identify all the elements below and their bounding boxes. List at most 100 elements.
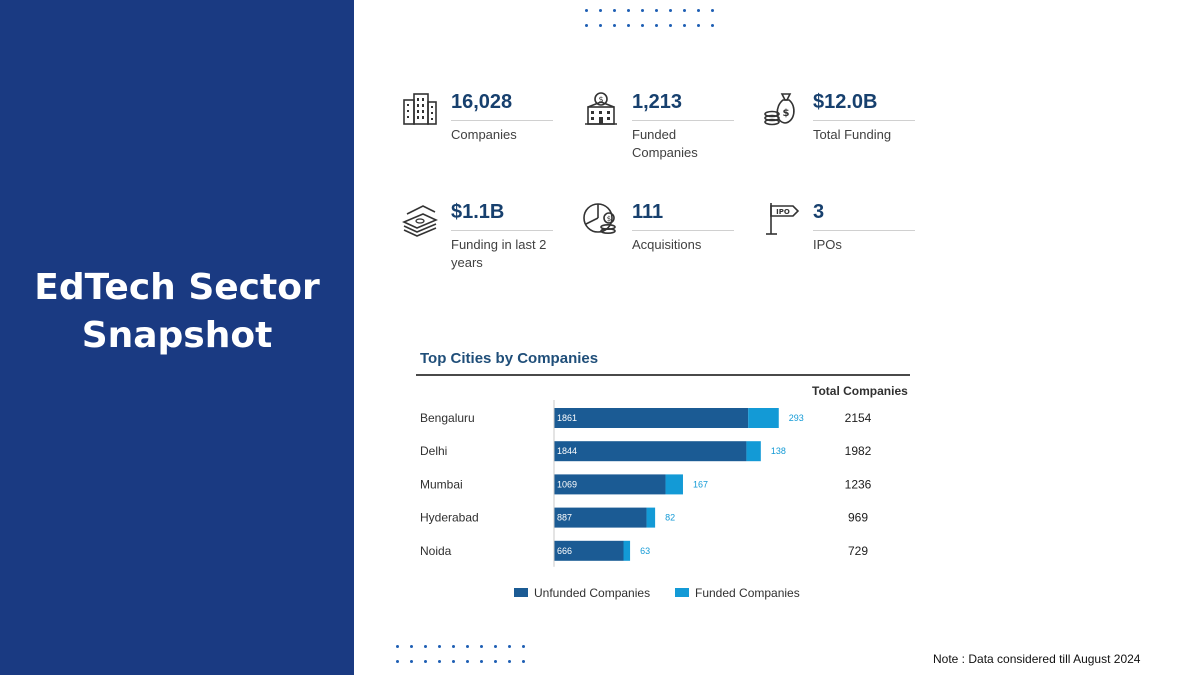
total-value: 2154 — [845, 411, 872, 425]
decorative-dot — [424, 645, 427, 648]
decorative-dot — [410, 645, 413, 648]
decorative-dot — [466, 660, 469, 663]
decorative-dot — [613, 9, 616, 12]
stat-divider — [632, 120, 734, 121]
data-label-funded: 167 — [693, 479, 708, 489]
stat-divider — [451, 230, 553, 231]
category-label: Hyderabad — [420, 511, 479, 525]
decorative-dot — [613, 24, 616, 27]
stat-label: Acquisitions — [632, 237, 702, 252]
data-label-funded: 293 — [789, 413, 804, 423]
decorative-dot — [641, 24, 644, 27]
total-value: 1982 — [845, 444, 872, 458]
data-label-unfunded: 1069 — [557, 479, 577, 489]
decorative-dot — [508, 645, 511, 648]
decorative-dot — [508, 660, 511, 663]
decorative-dot — [396, 660, 399, 663]
stat-value: $1.1B — [451, 201, 505, 223]
decorative-dot — [585, 24, 588, 27]
decorative-dot — [480, 660, 483, 663]
stat-label: Funded Companies — [632, 127, 698, 160]
page-title-line2: Snapshot — [81, 315, 273, 356]
data-label-unfunded: 1861 — [557, 413, 577, 423]
stat-value: 111 — [632, 201, 664, 223]
decorative-dot — [683, 24, 686, 27]
decorative-dot — [452, 660, 455, 663]
data-label-unfunded: 887 — [557, 513, 572, 523]
decorative-dot — [438, 660, 441, 663]
bar-funded — [623, 540, 631, 561]
title-panel: EdTech Sector Snapshot — [0, 0, 354, 675]
page-title: EdTech Sector Snapshot — [0, 264, 354, 360]
decorative-dot — [641, 9, 644, 12]
category-label: Noida — [420, 544, 452, 558]
decorative-dot — [424, 660, 427, 663]
stat-label: Companies — [451, 127, 517, 142]
decorative-dot — [655, 24, 658, 27]
decorative-dot — [480, 645, 483, 648]
decorative-dot — [452, 645, 455, 648]
decorative-dot — [627, 9, 630, 12]
bar-unfunded — [554, 408, 749, 428]
svg-text:$: $ — [598, 95, 603, 104]
data-label-unfunded: 1844 — [557, 446, 577, 456]
office-building-icon — [403, 93, 437, 125]
svg-text:$: $ — [607, 215, 611, 223]
category-label: Delhi — [420, 444, 447, 458]
page-title-line1: EdTech Sector — [34, 267, 320, 308]
decorative-dots-bottom — [396, 645, 525, 663]
decorative-dot — [585, 9, 588, 12]
legend-swatch-funded — [675, 588, 689, 597]
decorative-dot — [697, 9, 700, 12]
data-label-unfunded: 666 — [557, 546, 572, 556]
stat-value: $12.0B — [813, 91, 878, 113]
decorative-dots-top — [585, 9, 714, 27]
cash-stack-icon — [402, 205, 438, 237]
decorative-dot — [669, 9, 672, 12]
svg-text:IPO: IPO — [776, 208, 790, 216]
decorative-dot — [410, 660, 413, 663]
bar-chart-svg: Bengaluru 1861 293 2154 Delhi 1844 138 1982 Mumb… — [420, 400, 872, 600]
acquisition-pie-icon: $ — [583, 203, 616, 234]
decorative-dot — [669, 24, 672, 27]
bar-unfunded — [554, 441, 747, 462]
decorative-dot — [466, 645, 469, 648]
stat-label: IPOs — [813, 237, 842, 252]
category-label: Bengaluru — [420, 411, 475, 425]
chart-title: Top Cities by Companies — [420, 350, 599, 367]
bar-funded — [748, 408, 779, 428]
stat-divider — [632, 230, 734, 231]
decorative-dot — [396, 645, 399, 648]
bar-funded — [746, 441, 761, 462]
total-companies-header: Total Companies — [812, 384, 908, 398]
data-label-funded: 138 — [771, 446, 786, 456]
top-cities-chart: Top Cities by Companies Total Companies … — [416, 340, 916, 620]
decorative-dot — [494, 660, 497, 663]
stat-value: 16,028 — [451, 91, 513, 113]
stat-divider — [451, 120, 553, 121]
decorative-dot — [655, 9, 658, 12]
total-value: 729 — [848, 544, 868, 558]
decorative-dot — [711, 9, 714, 12]
stat-divider — [813, 230, 915, 231]
stat-label: Total Funding — [813, 127, 892, 142]
legend-swatch-unfunded — [514, 588, 528, 597]
chart-title-divider — [416, 374, 910, 376]
decorative-dot — [599, 24, 602, 27]
funded-bank-icon: $ — [585, 92, 617, 125]
stat-label: Funding in last 2 years — [451, 237, 547, 270]
decorative-dot — [599, 9, 602, 12]
decorative-dot — [683, 9, 686, 12]
stat-value: 3 — [813, 201, 825, 223]
money-bag-icon: $ — [764, 93, 795, 126]
total-value: 1236 — [845, 477, 872, 491]
total-value: 969 — [848, 511, 868, 525]
bar-unfunded — [554, 474, 666, 495]
data-label-funded: 63 — [640, 546, 650, 556]
decorative-dot — [627, 24, 630, 27]
decorative-dot — [697, 24, 700, 27]
decorative-dot — [494, 645, 497, 648]
stat-divider — [813, 120, 915, 121]
decorative-dot — [522, 660, 525, 663]
bar-funded — [665, 474, 683, 495]
